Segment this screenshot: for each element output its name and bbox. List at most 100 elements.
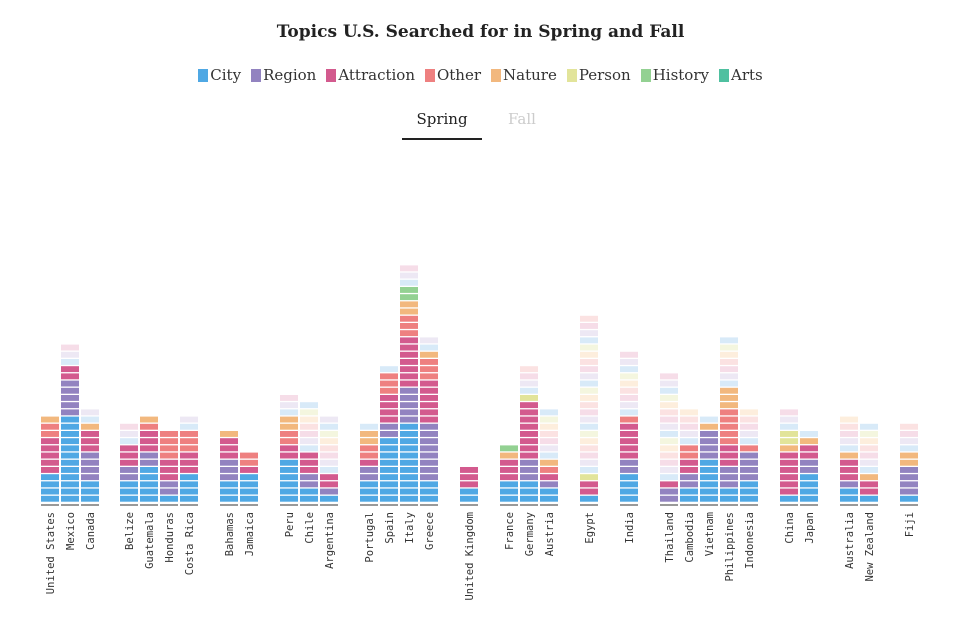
bar-segment-region xyxy=(700,445,718,452)
bar-segment-faded xyxy=(740,409,758,416)
bar-segment-attraction xyxy=(840,459,858,466)
tab-fall[interactable]: Fall xyxy=(508,110,536,128)
bar-segment-city xyxy=(61,467,79,473)
bar-segment-faded xyxy=(380,366,398,373)
bar-segment-attraction xyxy=(460,481,478,488)
bar-new-zealand xyxy=(860,423,878,502)
bar-segment-faded xyxy=(180,423,198,430)
bar-segment-faded xyxy=(280,395,298,401)
bar-segment-faded xyxy=(420,344,438,351)
legend-label-other: Other xyxy=(436,66,482,84)
bar-segment-attraction xyxy=(240,467,258,473)
bar-segment-other xyxy=(41,423,59,430)
bar-segment-faded xyxy=(300,445,318,452)
x-tick-label: Portugal xyxy=(364,512,376,563)
bar-segment-city xyxy=(380,452,398,459)
bar-segment-faded xyxy=(540,438,558,445)
bar-segment-region xyxy=(700,452,718,459)
bar-segment-faded xyxy=(680,431,698,437)
bar-segment-region xyxy=(900,467,918,473)
x-tick-label: Costa Rica xyxy=(184,512,196,575)
bar-segment-faded xyxy=(61,351,79,358)
bar-portugal xyxy=(360,423,378,502)
bar-segment-city xyxy=(400,495,418,502)
bar-segment-city xyxy=(240,488,258,495)
bar-segment-other xyxy=(400,323,418,329)
bar-segment-region xyxy=(300,481,318,488)
bar-segment-faded xyxy=(580,373,598,380)
bar-segment-city xyxy=(840,495,858,502)
bar-segment-attraction xyxy=(380,395,398,401)
bar-segment-nature xyxy=(780,445,798,452)
bar-segment-attraction xyxy=(160,467,178,473)
bar-segment-other xyxy=(180,438,198,445)
bar-segment-attraction xyxy=(140,438,158,445)
bar-segment-region xyxy=(400,402,418,409)
bar-segment-region xyxy=(81,467,99,473)
bar-segment-faded xyxy=(300,409,318,416)
bar-segment-other xyxy=(680,445,698,452)
bar-segment-faded xyxy=(420,337,438,344)
bar-segment-faded xyxy=(300,416,318,423)
bar-segment-region xyxy=(360,467,378,473)
bar-segment-faded xyxy=(740,423,758,430)
bar-segment-other xyxy=(160,445,178,452)
bar-segment-other xyxy=(720,431,738,437)
bar-segment-nature xyxy=(400,301,418,308)
bar-segment-attraction xyxy=(380,402,398,409)
bar-segment-attraction xyxy=(380,416,398,423)
bar-segment-person xyxy=(780,438,798,445)
bar-vietnam xyxy=(700,416,718,502)
x-tick-label: United States xyxy=(45,512,57,594)
bar-segment-other xyxy=(180,445,198,452)
bar-canada xyxy=(81,409,99,502)
bar-segment-city xyxy=(700,474,718,481)
bar-segment-faded xyxy=(320,445,338,452)
bar-segment-faded xyxy=(320,459,338,466)
bar-segment-faded xyxy=(620,395,638,401)
bar-segment-faded xyxy=(780,423,798,430)
bar-segment-attraction xyxy=(620,445,638,452)
bar-segment-city xyxy=(400,431,418,437)
bar-segment-faded xyxy=(300,423,318,430)
bar-segment-attraction xyxy=(500,474,518,481)
x-tick-label: Fiji xyxy=(904,512,916,537)
bar-segment-attraction xyxy=(41,459,59,466)
bar-segment-city xyxy=(400,423,418,430)
bar-segment-region xyxy=(420,459,438,466)
bar-segment-city xyxy=(180,481,198,488)
bar-segment-attraction xyxy=(420,395,438,401)
bar-india xyxy=(620,351,638,502)
tab-spring[interactable]: Spring xyxy=(402,108,482,140)
bar-segment-other xyxy=(160,431,178,437)
bar-segment-city xyxy=(700,481,718,488)
bar-segment-region xyxy=(720,474,738,481)
x-tick-label: United Kingdom xyxy=(464,512,476,601)
bar-segment-city xyxy=(280,467,298,473)
bar-segment-faded xyxy=(400,272,418,279)
x-tick-label: Argentina xyxy=(324,512,336,569)
bar-segment-attraction xyxy=(780,459,798,466)
legend-item-region: Region xyxy=(251,66,316,84)
bar-segment-city xyxy=(860,495,878,502)
bar-segment-city xyxy=(620,481,638,488)
bar-segment-region xyxy=(680,474,698,481)
bar-segment-region xyxy=(380,423,398,430)
bar-segment-faded xyxy=(720,337,738,344)
bar-segment-faded xyxy=(120,431,138,437)
bar-segment-city xyxy=(520,488,538,495)
x-tick-label: Germany xyxy=(524,512,536,556)
bar-segment-region xyxy=(700,431,718,437)
x-tick-label: Jamaica xyxy=(244,512,256,556)
bar-segment-other xyxy=(720,416,738,423)
bar-australia xyxy=(840,416,858,502)
bar-segment-city xyxy=(240,481,258,488)
bar-segment-attraction xyxy=(300,452,318,459)
bar-segment-city xyxy=(61,474,79,481)
bar-segment-region xyxy=(300,474,318,481)
x-tick-label: Vietnam xyxy=(704,512,716,556)
bar-segment-attraction xyxy=(180,459,198,466)
bar-segment-faded xyxy=(120,423,138,430)
bar-segment-city xyxy=(800,488,818,495)
legend: City Region Attraction Other Nature Pers… xyxy=(0,66,961,84)
